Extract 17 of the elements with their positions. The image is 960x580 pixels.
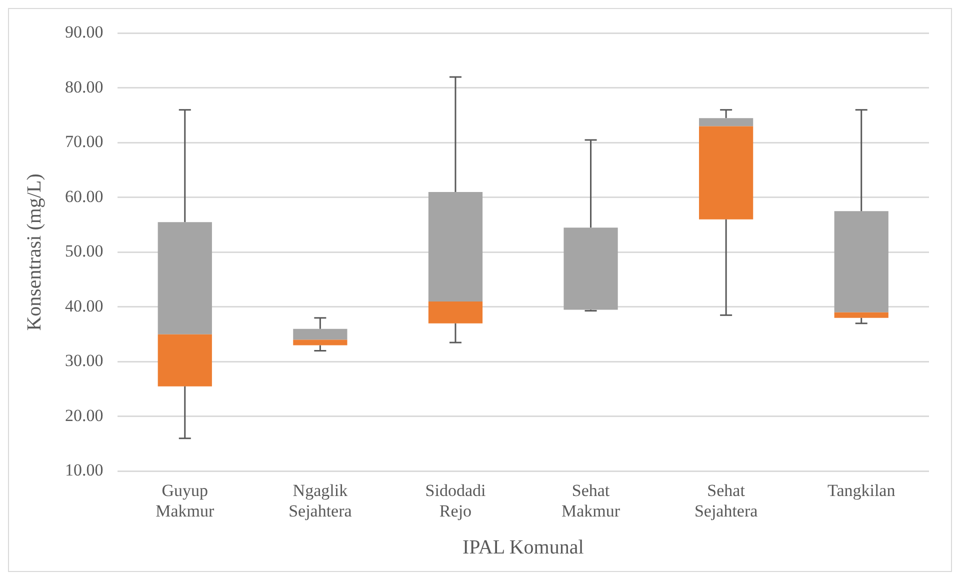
x-axis-title: IPAL Komunal — [462, 536, 584, 558]
y-tick-label: 90.00 — [65, 22, 104, 42]
x-tick-label: Sehat Sejahtera — [694, 480, 758, 520]
x-tick-label: Ngaglik Sejahtera — [288, 480, 352, 520]
y-tick-label: 40.00 — [65, 296, 104, 316]
x-tick-label: Sidodadi Rejo — [425, 480, 486, 520]
x-tick-label: Tangkilan — [827, 480, 896, 500]
y-tick-label: 10.00 — [65, 460, 104, 480]
y-tick-label: 80.00 — [65, 77, 104, 96]
y-axis-title: Konsentrasi (mg/L) — [23, 174, 46, 331]
y-tick-label: 60.00 — [65, 186, 104, 206]
y-tick-label: 70.00 — [65, 132, 104, 152]
y-tick-label: 20.00 — [65, 406, 104, 425]
y-tick-label: 30.00 — [65, 351, 104, 370]
x-tick-label: Sehat Makmur — [561, 480, 620, 520]
y-tick-label: 50.00 — [65, 242, 104, 261]
x-tick-label: Guyup Makmur — [156, 480, 215, 520]
